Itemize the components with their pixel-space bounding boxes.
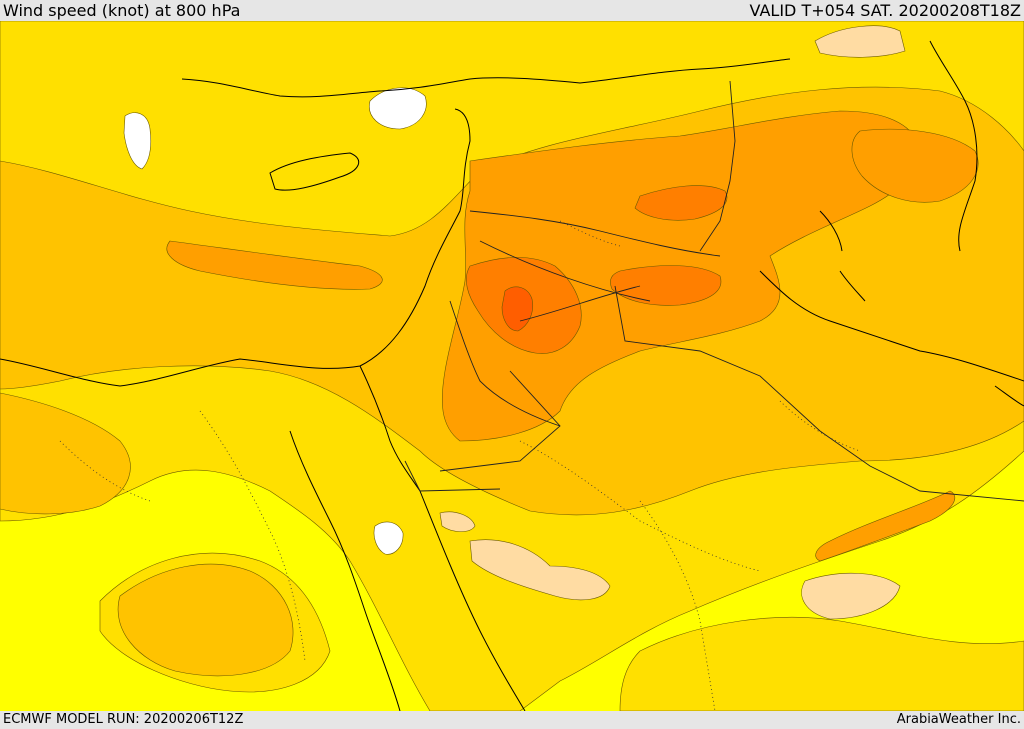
credit: ArabiaWeather Inc.: [896, 712, 1021, 727]
band-light-se: [619, 616, 1024, 711]
dotted-isolines: [59, 220, 861, 711]
calm-patch-red-sea: [439, 511, 476, 532]
band-mid-west: [0, 392, 131, 515]
band-strong-west: [166, 240, 383, 290]
calm-patch-gulf: [801, 572, 901, 620]
coastlines: [0, 40, 1024, 711]
map-title: Wind speed (knot) at 800 hPa: [3, 1, 241, 20]
calm-patch-arabia: [469, 539, 611, 601]
band-strong-gulf: [815, 490, 955, 562]
band-strong-east: [851, 128, 979, 203]
band-mid-sahara: [117, 563, 294, 677]
calm-patch-anatolia: [369, 87, 427, 130]
calm-patch-iran: [814, 25, 906, 58]
band-stronger-iraq: [610, 265, 722, 306]
header-bar: Wind speed (knot) at 800 hPa VALID T+054…: [0, 0, 1024, 22]
calm-patch-sinai: [373, 521, 404, 555]
footer-bar: ECMWF MODEL RUN: 20200206T12Z ArabiaWeat…: [0, 711, 1024, 729]
model-run: ECMWF MODEL RUN: 20200206T12Z: [3, 712, 244, 727]
band-stronger-syria: [634, 185, 728, 221]
valid-time: VALID T+054 SAT. 20200208T18Z: [749, 1, 1021, 20]
political-borders: [404, 80, 1024, 502]
calm-patch-aegean: [123, 112, 152, 170]
wind-speed-map[interactable]: [0, 21, 1024, 711]
